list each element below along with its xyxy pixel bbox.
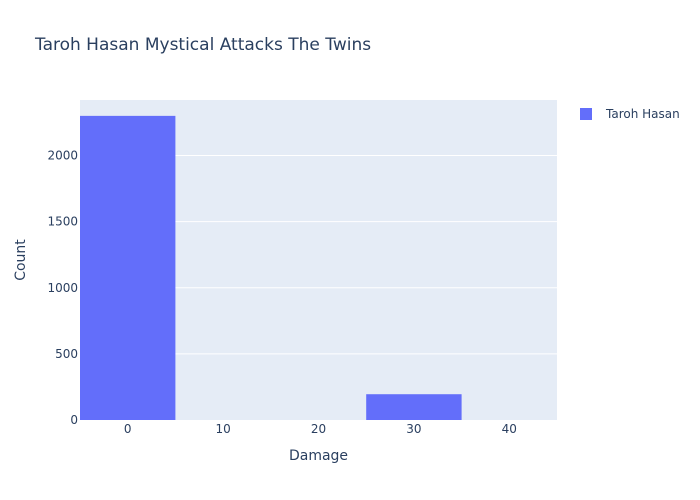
histogram-bar[interactable] bbox=[366, 394, 462, 420]
x-axis-title: Damage bbox=[289, 448, 348, 464]
y-axis-ticks: 0 500 1000 1500 2000 bbox=[47, 149, 78, 427]
y-tick-label: 2000 bbox=[47, 149, 78, 163]
y-tick-label: 1000 bbox=[47, 281, 78, 295]
x-tick-label: 0 bbox=[124, 422, 132, 436]
histogram-bar[interactable] bbox=[80, 115, 176, 420]
legend-swatch bbox=[580, 108, 592, 120]
x-tick-label: 30 bbox=[406, 422, 421, 436]
chart-title: Taroh Hasan Mystical Attacks The Twins bbox=[34, 35, 371, 55]
bars bbox=[80, 115, 462, 420]
y-axis-title: Count bbox=[13, 239, 29, 281]
legend[interactable]: Taroh Hasan bbox=[580, 107, 680, 121]
y-tick-label: 500 bbox=[55, 347, 78, 361]
x-axis-ticks: 0 10 20 30 40 bbox=[124, 422, 517, 436]
y-tick-label: 1500 bbox=[47, 215, 78, 229]
x-tick-label: 20 bbox=[311, 422, 326, 436]
x-tick-label: 10 bbox=[215, 422, 230, 436]
x-tick-label: 40 bbox=[502, 422, 517, 436]
y-tick-label: 0 bbox=[70, 413, 78, 427]
legend-label: Taroh Hasan bbox=[605, 107, 680, 121]
